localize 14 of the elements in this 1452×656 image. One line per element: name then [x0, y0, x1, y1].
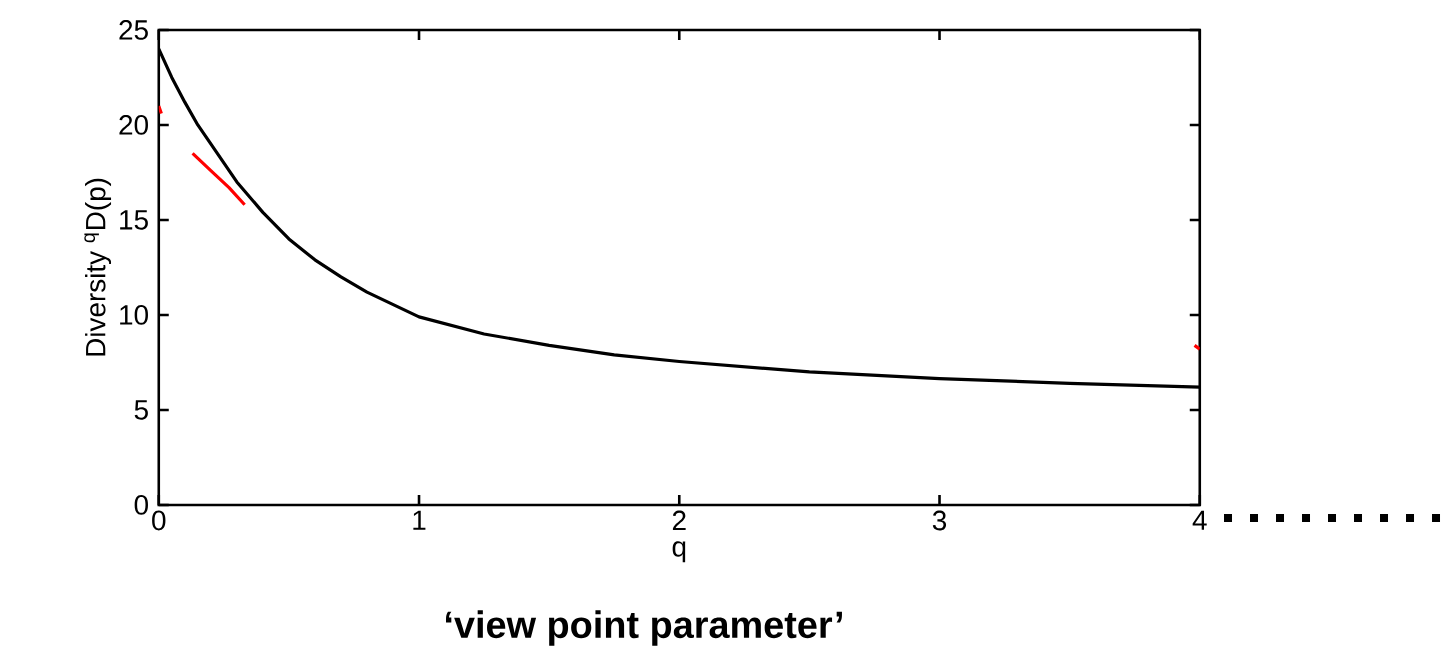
y-tick-label: 25: [119, 20, 148, 40]
y-tick-label: 10: [120, 305, 148, 325]
x-tick-label: 2: [672, 510, 686, 531]
text: ‘view point parameter’: [446, 610, 842, 646]
x-tick-label: 4: [1192, 510, 1207, 530]
x-tick-label: 3: [932, 510, 947, 531]
y-tick-label: 5: [134, 400, 148, 420]
x-tick-label: 0: [152, 510, 166, 531]
y-tick-label: 0: [134, 495, 148, 515]
x-axis-title: q: [672, 541, 686, 563]
y-tick-label: 15: [120, 210, 148, 230]
x-tick-label: 1: [413, 510, 426, 530]
y-axis-title: Diversity $^{q}$D(p): [84, 178, 112, 356]
y-tick-label: 20: [119, 115, 148, 135]
